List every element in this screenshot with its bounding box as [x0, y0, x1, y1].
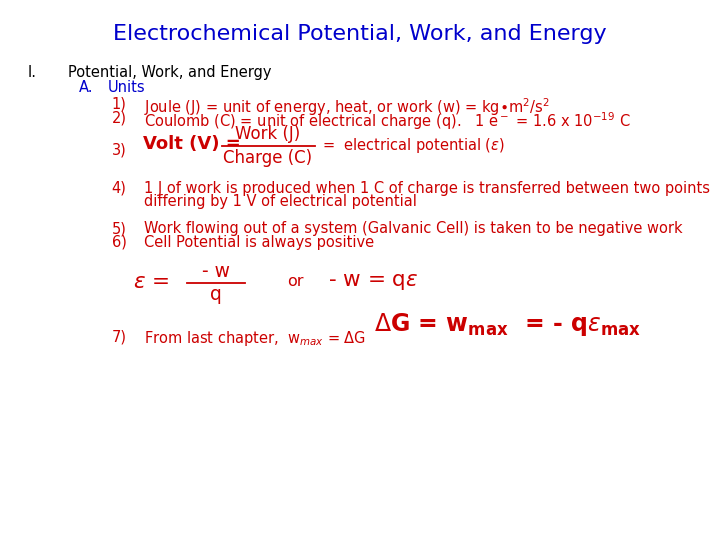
Text: From last chapter,  w$_{max}$ = $\Delta$G: From last chapter, w$_{max}$ = $\Delta$G	[144, 329, 366, 348]
Text: $\varepsilon$ =: $\varepsilon$ =	[133, 272, 169, 292]
Text: 4): 4)	[112, 181, 127, 196]
Text: Work (J): Work (J)	[235, 125, 300, 143]
Text: 5): 5)	[112, 221, 127, 237]
Text: 7): 7)	[112, 329, 127, 345]
Text: =  electrical potential ($\varepsilon$): = electrical potential ($\varepsilon$)	[322, 136, 505, 155]
Text: differing by 1 V of electrical potential: differing by 1 V of electrical potential	[144, 194, 417, 210]
Text: I.: I.	[27, 65, 36, 80]
Text: 1 J of work is produced when 1 C of charge is transferred between two points: 1 J of work is produced when 1 C of char…	[144, 181, 710, 196]
Text: 1): 1)	[112, 96, 127, 111]
Text: $\Delta$G = w$_\mathregular{max}$  = - q$\varepsilon$$_\mathregular{max}$: $\Delta$G = w$_\mathregular{max}$ = - q$…	[374, 310, 642, 338]
Text: 3): 3)	[112, 143, 126, 158]
Text: Electrochemical Potential, Work, and Energy: Electrochemical Potential, Work, and Ene…	[113, 24, 607, 44]
Text: 2): 2)	[112, 110, 127, 125]
Text: Units: Units	[108, 80, 145, 96]
Text: 6): 6)	[112, 235, 127, 250]
Text: Volt (V) =: Volt (V) =	[143, 135, 240, 153]
Text: Work flowing out of a system (Galvanic Cell) is taken to be negative work: Work flowing out of a system (Galvanic C…	[144, 221, 683, 237]
Text: Charge (C): Charge (C)	[223, 148, 312, 167]
Text: A.: A.	[79, 80, 94, 96]
Text: or: or	[287, 274, 303, 289]
Text: Cell Potential is always positive: Cell Potential is always positive	[144, 235, 374, 250]
Text: Joule (J) = unit of energy, heat, or work (w) = kg$\bullet$m$^2$/s$^2$: Joule (J) = unit of energy, heat, or wor…	[144, 96, 549, 118]
Text: - w = q$\varepsilon$: - w = q$\varepsilon$	[328, 272, 418, 292]
Text: Potential, Work, and Energy: Potential, Work, and Energy	[68, 65, 272, 80]
Text: q: q	[210, 285, 222, 304]
Text: Coulomb (C) = unit of electrical charge (q).   1 e$^-$ = 1.6 x 10$^{-19}$ C: Coulomb (C) = unit of electrical charge …	[144, 110, 631, 132]
Text: - w: - w	[202, 261, 230, 281]
